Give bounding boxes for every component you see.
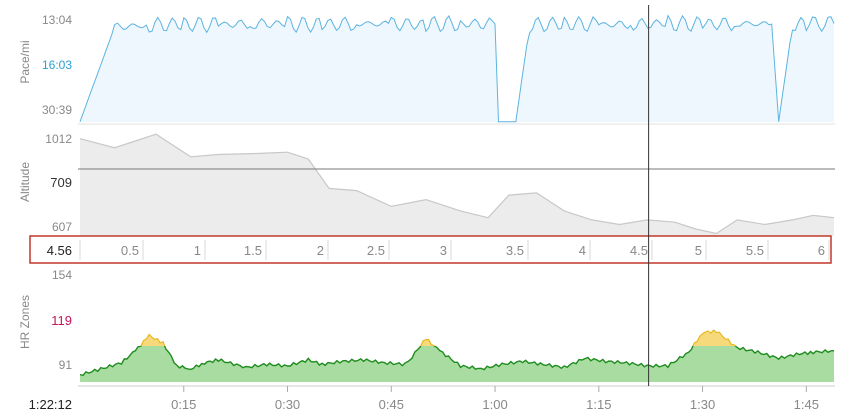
hr-tick-2: 119: [51, 313, 72, 328]
distance-tick-label: 6: [818, 243, 825, 258]
altitude-line: [79, 133, 835, 235]
distance-tick-label: 2.5: [367, 243, 385, 258]
distance-tick-label: 5.5: [746, 243, 764, 258]
pace-tick-2: 16:03: [42, 58, 72, 72]
x-tick-label: 0:15: [171, 397, 196, 412]
pace-tick-1: 13:04: [42, 13, 72, 27]
x-axis: 1:22:12 0:15 0:30 0:45 1:00 1:15 1:30 1:45: [29, 386, 819, 412]
altitude-tick-1: 1012: [45, 132, 72, 146]
altitude-panel: Altitude 1012 709 607: [18, 132, 835, 236]
pace-panel: Pace/mi 13:04 16:03 30:39: [18, 13, 835, 125]
x-tick-label: 1:15: [586, 397, 611, 412]
elapsed-time: 1:22:12: [29, 397, 72, 412]
distance-tick-label: 4: [579, 243, 586, 258]
distance-current-value: 4.56: [47, 243, 72, 258]
altitude-area: [80, 134, 834, 236]
x-tick-label: 1:30: [690, 397, 715, 412]
distance-tick-label: 2: [317, 243, 324, 258]
pace-tick-3: 30:39: [42, 103, 72, 117]
x-tick-label: 1:00: [482, 397, 507, 412]
altitude-tick-2: 709: [50, 175, 72, 190]
hr-tick-3: 91: [59, 358, 73, 372]
pace-area: [80, 15, 834, 123]
hr-panel: HR Zones 154 119 91: [18, 268, 835, 387]
distance-ticks: 0.5 1 1.5 2 2.5 3 3.5 4 4.5 5 5.5 6: [79, 240, 830, 260]
x-axis-ticks: 0:15 0:30 0:45 1:00 1:15 1:30 1:45: [171, 386, 819, 412]
distance-tick-label: 1.5: [244, 243, 262, 258]
distance-tick-label: 3.5: [506, 243, 524, 258]
altitude-tick-3: 607: [52, 220, 72, 234]
x-tick-label: 1:45: [794, 397, 819, 412]
distance-tick-label: 1: [194, 243, 201, 258]
pace-line: [79, 14, 835, 123]
distance-tick-label: 0.5: [121, 243, 139, 258]
distance-tick-label: 4.5: [630, 243, 648, 258]
distance-tick-label: 5: [695, 243, 702, 258]
distance-tick-label: 3: [440, 243, 447, 258]
hr-area: [80, 346, 834, 382]
hr-line: [79, 346, 835, 377]
hr-peak-line: [138, 329, 737, 346]
hr-ylabel: HR Zones: [18, 295, 32, 349]
pace-ylabel: Pace/mi: [18, 40, 32, 83]
x-tick-label: 0:45: [379, 397, 404, 412]
hr-tick-1: 154: [52, 268, 72, 282]
distance-box: [29, 235, 832, 264]
distance-strip: 4.56 0.5 1 1.5 2 2.5 3 3.5 4 4.5 5 5.5 6: [29, 235, 832, 264]
x-tick-label: 0:30: [275, 397, 300, 412]
altitude-ylabel: Altitude: [18, 162, 32, 202]
